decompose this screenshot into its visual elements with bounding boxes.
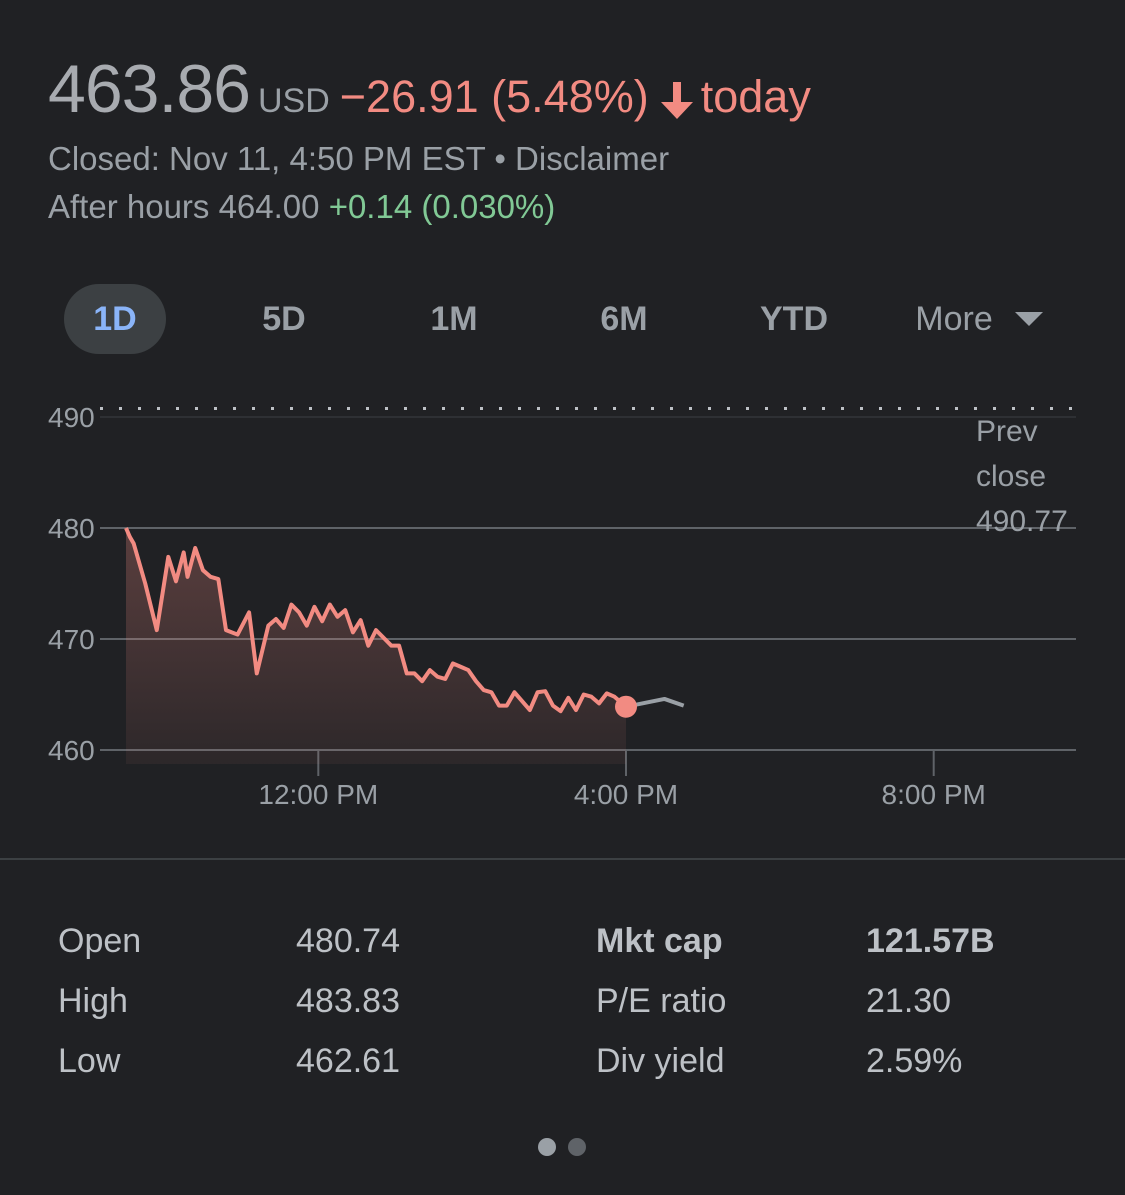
pagination-dots: [538, 1138, 598, 1161]
after-hours: After hours 464.00 +0.14 (0.030%): [48, 188, 555, 226]
after-hours-change: +0.14 (0.030%): [328, 188, 556, 225]
stat-value-open: 480.74: [296, 922, 400, 960]
tab-1m[interactable]: 1M: [430, 300, 478, 338]
stat-label-high: High: [58, 982, 128, 1020]
price-chart[interactable]: 490 480 470 460 Prev close 490.77 12:00 PM 4:00 …: [0, 380, 1125, 820]
stat-label-open: Open: [58, 922, 142, 960]
y-tick-label-460: 460: [48, 735, 95, 766]
stat-label-low: Low: [58, 1042, 121, 1080]
x-tick-label-1: 4:00 PM: [574, 779, 678, 810]
close-marker-dot: [615, 695, 637, 718]
y-tick-label-490: 490: [48, 402, 95, 433]
stat-label-div-yield: Div yield: [596, 1042, 725, 1080]
tab-1d[interactable]: 1D: [64, 284, 166, 354]
more-dropdown[interactable]: More: [904, 284, 1054, 354]
prev-close-label-1: close: [976, 460, 1046, 493]
stat-value-mkt-cap: 121.57B: [866, 922, 995, 960]
change-period: today: [700, 71, 811, 122]
more-label: More: [915, 300, 993, 338]
prev-close-label-2: 490.77: [976, 505, 1068, 538]
stat-value-div-yield: 2.59%: [866, 1042, 963, 1080]
section-divider: [0, 858, 1125, 860]
tab-5d[interactable]: 5D: [262, 300, 306, 338]
range-tabs: 1D 5D 1M 6M YTD More: [64, 284, 1064, 354]
tab-ytd[interactable]: YTD: [760, 300, 828, 338]
stat-value-high: 483.83: [296, 982, 400, 1020]
y-tick-label-480: 480: [48, 513, 95, 544]
caret-down-icon: [1014, 312, 1043, 327]
after-hours-price: After hours 464.00: [48, 188, 320, 225]
prev-close-label-0: Prev: [976, 415, 1038, 448]
stat-value-low: 462.61: [296, 1042, 400, 1080]
x-tick-label-0: 12:00 PM: [258, 779, 378, 810]
stat-value-pe-ratio: 21.30: [866, 982, 952, 1020]
x-tick-label-2: 8:00 PM: [882, 779, 986, 810]
stat-label-pe-ratio: P/E ratio: [596, 982, 727, 1020]
arrow-down-icon: [659, 82, 695, 125]
stat-label-mkt-cap: Mkt cap: [596, 922, 723, 960]
market-status[interactable]: Closed: Nov 11, 4:50 PM EST • Disclaimer: [48, 140, 670, 177]
quote-header: 463.86 USD −26.91 (5.48%) today: [48, 50, 811, 130]
currency-label: USD: [257, 82, 330, 120]
page-dot[interactable]: [568, 1138, 586, 1156]
price-change: −26.91 (5.48%): [339, 71, 649, 122]
current-price: 463.86: [48, 51, 251, 127]
price-line-regular: [124, 527, 628, 714]
price-area-fill: [126, 528, 626, 764]
y-tick-label-470: 470: [48, 624, 95, 655]
tab-6m[interactable]: 6M: [600, 300, 648, 338]
page-dot-active[interactable]: [538, 1138, 556, 1156]
price-line-after-hours: [625, 696, 685, 709]
